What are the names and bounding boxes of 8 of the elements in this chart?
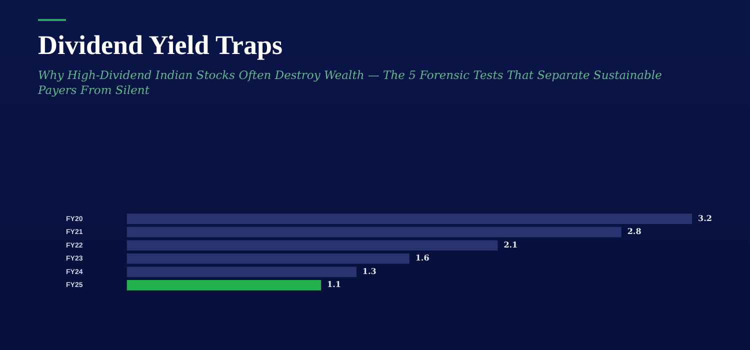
chart-title: Dividend Yield Traps xyxy=(38,30,283,61)
data-label: 1.1 xyxy=(327,279,341,290)
data-label: 1.6 xyxy=(415,252,430,263)
data-label: 2.1 xyxy=(504,239,518,250)
chart-subtitle: Why High-Dividend Indian Stocks Often Destroy Wealth — The 5 Forensic Tests That Separate Sustainable Payers From Silent xyxy=(38,68,663,98)
data-label: 2.8 xyxy=(627,226,642,236)
data-label: 3.2 xyxy=(698,212,712,223)
data-label: 1.3 xyxy=(362,266,377,276)
